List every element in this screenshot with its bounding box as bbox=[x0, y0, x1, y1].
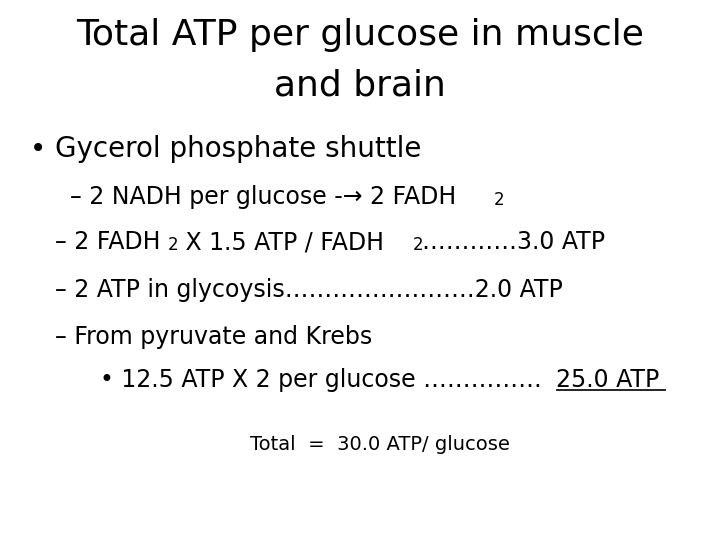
Text: 2: 2 bbox=[494, 191, 505, 209]
Text: 2: 2 bbox=[168, 236, 179, 254]
Text: – 2 FADH: – 2 FADH bbox=[55, 230, 161, 254]
Text: – 2 NADH per glucose -→ 2 FADH: – 2 NADH per glucose -→ 2 FADH bbox=[70, 185, 456, 209]
Text: 25.0 ATP: 25.0 ATP bbox=[556, 368, 660, 392]
Text: …………3.0 ATP: …………3.0 ATP bbox=[422, 230, 605, 254]
Text: Total ATP per glucose in muscle: Total ATP per glucose in muscle bbox=[76, 18, 644, 52]
Text: • Gycerol phosphate shuttle: • Gycerol phosphate shuttle bbox=[30, 135, 421, 163]
Text: X 1.5 ATP / FADH: X 1.5 ATP / FADH bbox=[178, 230, 384, 254]
Text: – From pyruvate and Krebs: – From pyruvate and Krebs bbox=[55, 325, 372, 349]
Text: and brain: and brain bbox=[274, 68, 446, 102]
Text: 2: 2 bbox=[413, 236, 423, 254]
Text: Total  =  30.0 ATP/ glucose: Total = 30.0 ATP/ glucose bbox=[250, 435, 510, 454]
Text: • 12.5 ATP X 2 per glucose ……………: • 12.5 ATP X 2 per glucose …………… bbox=[100, 368, 542, 392]
Text: – 2 ATP in glycoysis……………………2.0 ATP: – 2 ATP in glycoysis……………………2.0 ATP bbox=[55, 278, 563, 302]
